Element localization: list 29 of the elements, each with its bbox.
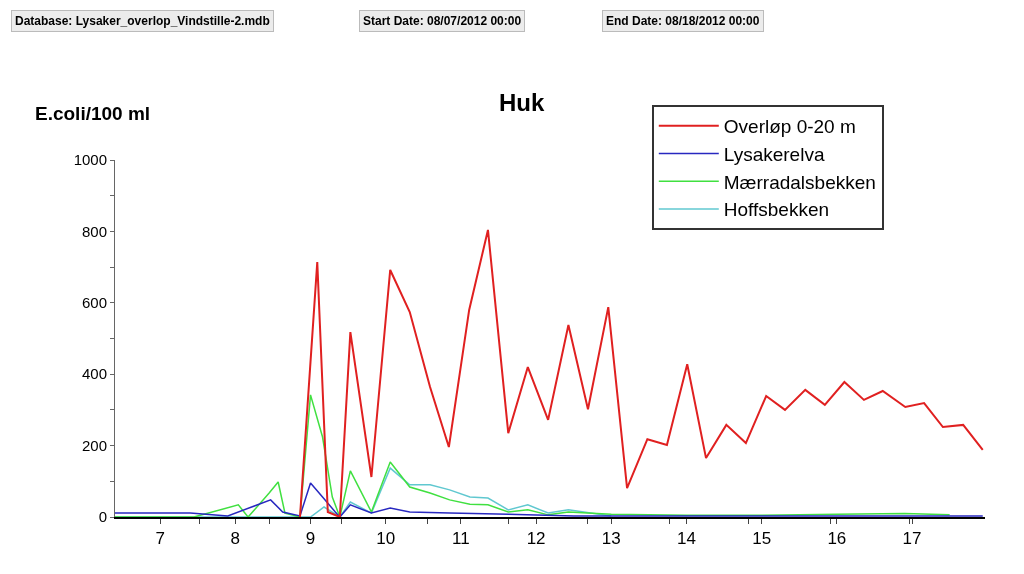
x-tick-label: 10	[376, 529, 396, 549]
legend-label: Hoffsbekken	[723, 199, 830, 221]
x-tick-label: 13	[601, 529, 621, 549]
text: Database: Lysaker_overlop_Vindstille-2.mdb	[15, 14, 270, 28]
x-tick-label: 16	[827, 529, 847, 549]
x-tick-label: 17	[902, 529, 922, 549]
x-tick-label: 8	[230, 529, 241, 549]
y-tick-label: 400	[81, 365, 107, 383]
chart-title: Huk	[499, 89, 545, 116]
line-series	[298, 228, 984, 517]
x-tick-label: 15	[752, 529, 772, 549]
text: End Date: 08/18/2012 00:00	[606, 14, 760, 28]
line-series	[115, 394, 951, 517]
y-tick-label: 200	[81, 436, 107, 454]
legend-label: Mærradalsbekken	[723, 171, 876, 193]
x-tick-label: 11	[452, 529, 470, 549]
x-tick-label: 14	[677, 529, 696, 549]
y-tick-label: 600	[81, 294, 107, 312]
y-axis-title: E.coli/100 ml	[35, 103, 151, 124]
y-tick-label: 800	[81, 222, 107, 240]
x-tick-label: 9	[305, 529, 316, 549]
legend-label: Overløp 0-20 m	[723, 116, 856, 138]
y-tick-label: 1000	[73, 151, 107, 169]
legend-label: Lysakerelva	[723, 143, 825, 165]
x-tick-label: 12	[526, 529, 546, 549]
line-series	[115, 482, 984, 517]
x-tick-label: 7	[155, 529, 165, 549]
text: Start Date: 08/07/2012 00:00	[363, 14, 522, 28]
y-tick-label: 0	[98, 508, 107, 526]
